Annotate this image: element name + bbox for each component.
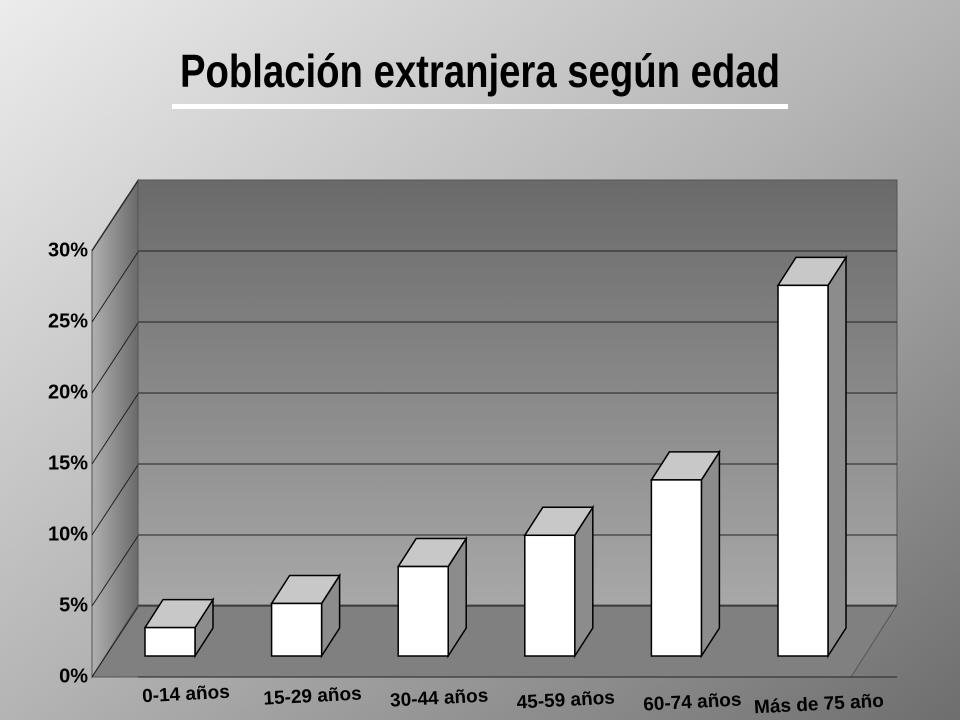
bar — [524, 534, 576, 657]
y-tick-label: 10% — [48, 523, 88, 545]
bar — [270, 602, 323, 657]
x-tick-label: 60-74 años — [643, 689, 742, 715]
bar — [144, 626, 196, 657]
grid-line-side — [91, 322, 139, 394]
y-tick-label: 15% — [48, 452, 88, 474]
grid-line-side — [91, 464, 139, 536]
y-tick-label: 0% — [59, 665, 88, 687]
grid-line-side — [91, 180, 139, 252]
bar — [777, 284, 829, 657]
bar-side — [827, 254, 847, 659]
bar — [397, 565, 449, 657]
x-tick-label: 30-44 años — [390, 685, 489, 711]
x-tick-label: 45-59 años — [516, 687, 615, 713]
x-tick-label: 15-29 años — [263, 683, 362, 709]
y-tick-label: 5% — [59, 594, 88, 616]
chart-title: Población extranjera según edad — [180, 45, 780, 97]
title-underline — [172, 104, 788, 109]
bar-side — [700, 449, 721, 659]
grid-line-side — [91, 606, 139, 678]
y-tick-label: 30% — [48, 239, 88, 261]
bar — [650, 479, 703, 657]
grid-line-side — [91, 393, 139, 465]
x-tick-label: 0-14 años — [142, 682, 231, 708]
y-tick-label: 20% — [48, 381, 88, 403]
y-tick-label: 25% — [48, 310, 88, 332]
grid-line-side — [91, 535, 139, 607]
grid-line-side — [91, 251, 139, 323]
